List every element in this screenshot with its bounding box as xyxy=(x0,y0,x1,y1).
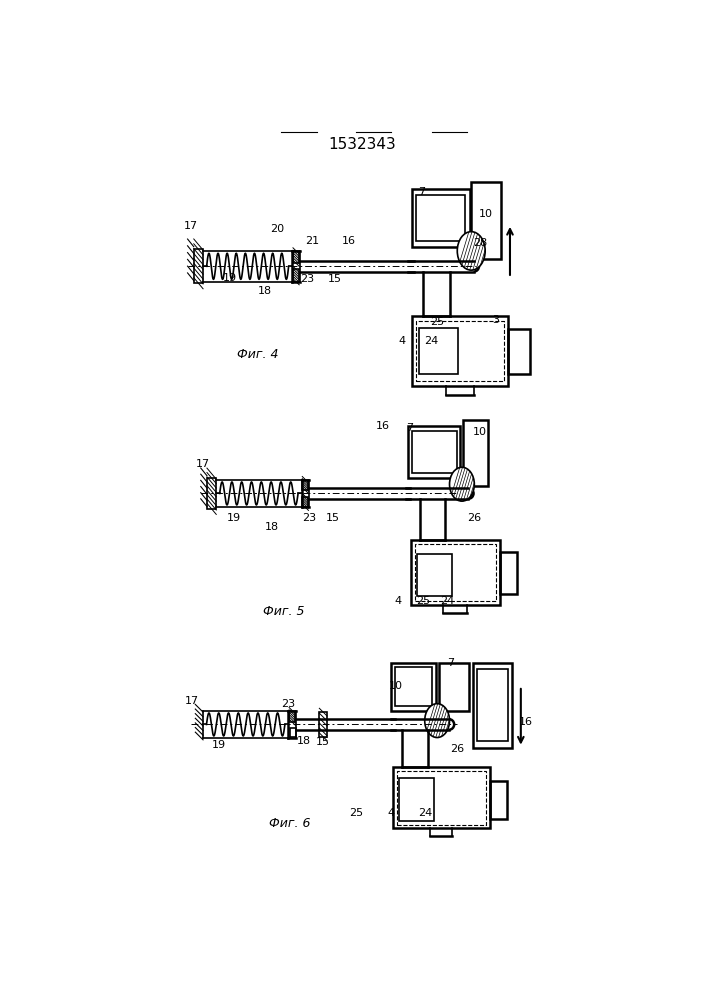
Bar xyxy=(411,540,500,605)
Text: 16: 16 xyxy=(376,421,390,431)
Bar xyxy=(419,328,458,374)
Text: 25: 25 xyxy=(416,596,431,606)
Text: 19: 19 xyxy=(223,273,236,283)
Bar xyxy=(399,778,434,821)
Text: 15: 15 xyxy=(328,274,341,284)
Bar xyxy=(207,478,216,509)
Bar xyxy=(194,249,203,283)
Text: 24: 24 xyxy=(425,336,439,346)
Ellipse shape xyxy=(457,232,485,270)
Text: 10: 10 xyxy=(389,681,403,691)
Text: 25: 25 xyxy=(430,317,444,327)
Text: Фиг. 5: Фиг. 5 xyxy=(263,605,305,618)
Bar xyxy=(290,728,296,737)
Text: 24: 24 xyxy=(440,596,455,606)
Bar xyxy=(320,712,327,737)
Bar xyxy=(411,189,469,247)
Text: Фиг. 6: Фиг. 6 xyxy=(269,817,310,830)
Bar xyxy=(408,426,460,478)
Bar xyxy=(393,767,490,828)
Text: 26: 26 xyxy=(450,744,464,754)
Text: 16: 16 xyxy=(519,717,533,727)
Text: 23: 23 xyxy=(300,274,314,284)
Bar xyxy=(303,497,308,507)
Bar xyxy=(391,663,436,711)
Ellipse shape xyxy=(450,467,474,501)
Text: 23: 23 xyxy=(281,699,296,709)
Text: 15: 15 xyxy=(325,513,339,523)
Text: 7: 7 xyxy=(418,187,425,197)
Text: 3: 3 xyxy=(492,315,498,325)
Bar xyxy=(440,663,469,711)
Bar xyxy=(462,420,488,486)
Text: 4: 4 xyxy=(395,596,402,606)
Bar xyxy=(490,781,507,819)
Text: 19: 19 xyxy=(227,513,241,523)
Text: 24: 24 xyxy=(419,808,433,818)
Bar xyxy=(508,329,530,374)
Text: 18: 18 xyxy=(258,286,272,296)
Text: 7: 7 xyxy=(407,423,414,433)
Bar xyxy=(416,321,504,381)
Bar xyxy=(293,269,299,282)
Bar xyxy=(397,771,486,825)
Text: 26: 26 xyxy=(467,513,481,523)
Bar xyxy=(293,251,299,263)
Text: 28: 28 xyxy=(472,238,487,248)
Text: 7: 7 xyxy=(448,658,455,668)
Text: 15: 15 xyxy=(316,737,330,747)
Bar xyxy=(500,552,517,594)
Bar xyxy=(414,544,496,601)
Text: 10: 10 xyxy=(473,427,486,437)
Text: 17: 17 xyxy=(184,221,198,231)
Text: 21: 21 xyxy=(305,236,320,246)
Text: 19: 19 xyxy=(211,740,226,750)
Text: 4: 4 xyxy=(399,336,406,346)
Bar xyxy=(417,554,452,596)
Bar xyxy=(411,316,508,386)
Text: 1532343: 1532343 xyxy=(328,137,396,152)
Text: 17: 17 xyxy=(185,696,199,706)
Bar xyxy=(395,667,432,706)
Bar xyxy=(472,182,501,259)
Ellipse shape xyxy=(425,704,450,738)
Text: 17: 17 xyxy=(196,459,210,469)
Text: 23: 23 xyxy=(302,513,316,523)
Text: 4: 4 xyxy=(387,808,395,818)
Text: 18: 18 xyxy=(297,736,311,746)
Text: Фиг. 4: Фиг. 4 xyxy=(237,348,278,361)
Text: 18: 18 xyxy=(265,522,279,532)
Bar xyxy=(289,711,296,722)
Bar xyxy=(303,480,308,490)
Text: 25: 25 xyxy=(349,808,363,818)
Bar xyxy=(416,195,465,241)
Text: 16: 16 xyxy=(341,236,356,246)
Bar xyxy=(477,669,508,741)
Bar xyxy=(411,431,457,473)
Bar xyxy=(473,663,512,748)
Text: 20: 20 xyxy=(270,224,284,234)
Text: 10: 10 xyxy=(479,209,493,219)
